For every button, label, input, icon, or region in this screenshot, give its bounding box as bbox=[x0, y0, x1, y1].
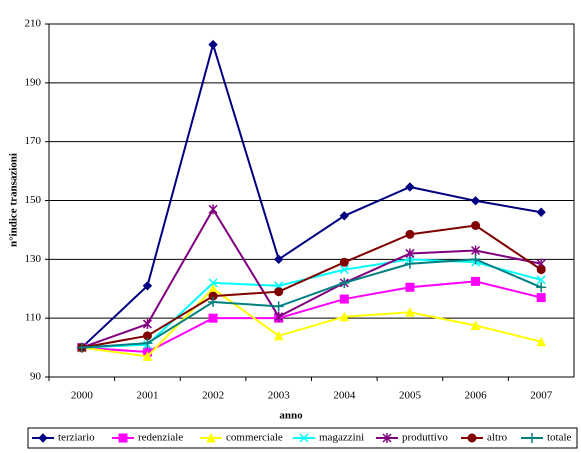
data-point bbox=[274, 287, 284, 297]
data-point bbox=[405, 282, 415, 292]
x-tick-label: 2004 bbox=[333, 390, 356, 402]
y-tick-label: 110 bbox=[25, 312, 42, 324]
x-tick-label: 2003 bbox=[268, 390, 291, 402]
data-point bbox=[536, 336, 546, 347]
data-point bbox=[536, 275, 546, 285]
legend-marker bbox=[467, 433, 477, 443]
series-line bbox=[81, 224, 542, 349]
x-tick-label: 2005 bbox=[399, 390, 422, 402]
data-point bbox=[470, 196, 481, 206]
data-point bbox=[142, 319, 152, 330]
legend-label: terziario bbox=[58, 432, 95, 444]
x-tick-label: 2001 bbox=[136, 390, 158, 402]
data-point bbox=[405, 229, 415, 239]
y-axis-label: n°indice transazioni bbox=[8, 153, 20, 247]
legend-label: redenziale bbox=[138, 432, 183, 444]
data-point bbox=[471, 245, 481, 256]
data-point bbox=[339, 311, 350, 322]
data-point bbox=[405, 307, 415, 317]
data-point bbox=[536, 282, 547, 293]
x-tick-label: 2000 bbox=[71, 390, 94, 402]
data-point bbox=[470, 320, 481, 331]
legend-label: magazzini bbox=[319, 432, 364, 444]
x-axis-label: anno bbox=[279, 410, 303, 422]
legend-label: produttivo bbox=[402, 432, 448, 444]
data-point bbox=[208, 313, 218, 323]
data-point bbox=[208, 278, 218, 288]
data-point bbox=[76, 342, 87, 353]
series-line bbox=[81, 287, 542, 358]
data-point bbox=[208, 296, 219, 307]
y-tick-label: 150 bbox=[25, 194, 42, 206]
series-line bbox=[81, 40, 542, 349]
data-point bbox=[339, 294, 349, 304]
data-point bbox=[142, 351, 153, 361]
y-tick-label: 130 bbox=[25, 253, 42, 265]
y-tick-label: 170 bbox=[25, 135, 42, 147]
data-point bbox=[208, 39, 218, 50]
legend-marker bbox=[527, 433, 537, 443]
legend-marker bbox=[206, 432, 216, 443]
data-point bbox=[339, 211, 350, 221]
data-point bbox=[274, 311, 284, 322]
y-tick-label: 210 bbox=[25, 18, 42, 30]
y-tick-label: 190 bbox=[25, 76, 42, 88]
data-point bbox=[142, 281, 153, 291]
data-point bbox=[405, 182, 415, 192]
data-point bbox=[404, 258, 415, 269]
data-point bbox=[536, 265, 546, 275]
data-point bbox=[339, 277, 350, 288]
legend-label: commerciale bbox=[226, 432, 283, 444]
legend-label: altro bbox=[487, 432, 508, 444]
data-point bbox=[273, 254, 284, 265]
series-line bbox=[81, 258, 542, 349]
data-point bbox=[536, 293, 546, 303]
legend-marker bbox=[118, 433, 128, 443]
data-point bbox=[142, 338, 153, 349]
data-point bbox=[208, 204, 218, 215]
legend-marker bbox=[38, 433, 48, 443]
data-point bbox=[339, 257, 349, 267]
legend-label: totale bbox=[547, 432, 572, 444]
y-tick-label: 90 bbox=[30, 371, 42, 383]
series-line bbox=[81, 207, 542, 349]
x-tick-label: 2002 bbox=[202, 390, 224, 402]
legend-marker bbox=[382, 433, 392, 443]
data-point bbox=[471, 221, 481, 231]
data-point bbox=[536, 207, 546, 217]
data-point bbox=[273, 330, 284, 341]
data-point bbox=[339, 265, 349, 275]
data-point bbox=[405, 248, 415, 259]
x-tick-label: 2006 bbox=[465, 390, 488, 402]
legend-marker bbox=[299, 433, 309, 443]
x-tick-label: 2007 bbox=[530, 390, 553, 402]
data-point bbox=[471, 276, 481, 286]
data-point bbox=[470, 254, 481, 265]
data-point bbox=[273, 301, 284, 312]
